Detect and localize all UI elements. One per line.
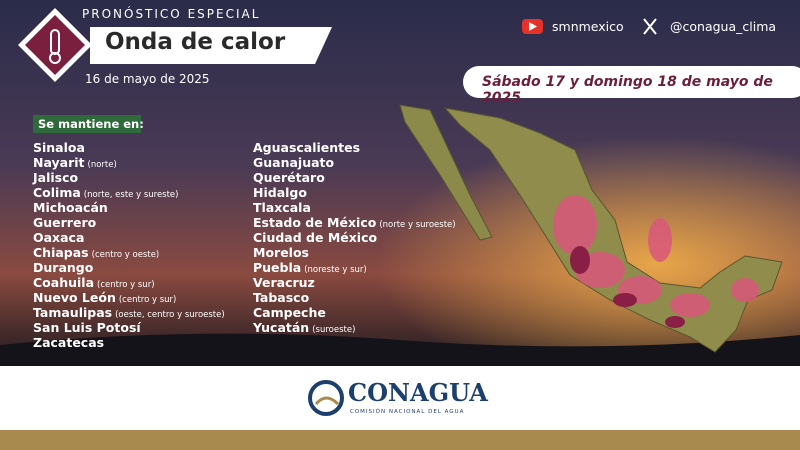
state-name: Tabasco bbox=[253, 290, 310, 305]
state-name: Jalisco bbox=[33, 170, 79, 185]
state-item: Durango bbox=[33, 260, 93, 275]
state-item: Chiapas (centro y oeste) bbox=[33, 245, 159, 260]
header-subtitle: PRONÓSTICO ESPECIAL bbox=[82, 7, 261, 21]
state-name: San Luis Potosí bbox=[33, 320, 141, 335]
state-item: Tamaulipas (oeste, centro y suroeste) bbox=[33, 305, 225, 320]
state-name: Veracruz bbox=[253, 275, 315, 290]
state-name: Yucatán bbox=[253, 320, 310, 335]
date-range: Sábado 17 y domingo 18 de mayo de 2025 bbox=[482, 74, 773, 106]
header-date: 16 de mayo de 2025 bbox=[85, 72, 210, 86]
state-item: Zacatecas bbox=[33, 335, 104, 350]
state-item: Puebla (noreste y sur) bbox=[253, 260, 367, 275]
state-note: (centro y sur) bbox=[97, 280, 155, 290]
state-name: Tlaxcala bbox=[253, 200, 311, 215]
state-name: Michoacán bbox=[33, 200, 108, 215]
social-x: @conagua_clima bbox=[670, 19, 777, 34]
state-item: Morelos bbox=[253, 245, 309, 260]
state-name: Sinaloa bbox=[33, 140, 85, 155]
state-item: Colima (norte, este y sureste) bbox=[33, 185, 178, 200]
state-note: (centro y sur) bbox=[118, 295, 177, 305]
state-name: Hidalgo bbox=[253, 185, 307, 200]
state-item: Campeche bbox=[253, 305, 326, 320]
state-item: Jalisco bbox=[33, 170, 78, 185]
state-item: Yucatán (suroeste) bbox=[253, 320, 355, 335]
state-item: Guerrero bbox=[33, 215, 96, 230]
state-name: Campeche bbox=[253, 305, 326, 320]
state-name: Chiapas bbox=[33, 245, 89, 260]
state-name: Nayarit bbox=[33, 155, 85, 170]
state-item: Sinaloa bbox=[33, 140, 85, 155]
state-item: Ciudad de México bbox=[253, 230, 377, 245]
state-item: San Luis Potosí bbox=[33, 320, 141, 335]
state-item: Aguascalientes bbox=[253, 140, 360, 155]
state-item: Nuevo León (centro y sur) bbox=[33, 290, 176, 305]
state-name: Puebla bbox=[253, 260, 302, 275]
state-item: Coahuila (centro y sur) bbox=[33, 275, 155, 290]
list-heading: Se mantiene en: bbox=[38, 117, 144, 131]
state-note: (norte y suroeste) bbox=[379, 220, 456, 230]
state-name: Guerrero bbox=[33, 215, 97, 230]
state-item: Guanajuato bbox=[253, 155, 334, 170]
state-item: Tabasco bbox=[253, 290, 309, 305]
state-name: Ciudad de México bbox=[253, 230, 378, 245]
state-note: (noreste y sur) bbox=[304, 265, 367, 275]
state-item: Nayarit (norte) bbox=[33, 155, 117, 170]
header-title: Onda de calor bbox=[105, 29, 286, 55]
state-item: Estado de México (norte y suroeste) bbox=[253, 215, 456, 230]
state-item: Querétaro bbox=[253, 170, 325, 185]
state-name: Zacatecas bbox=[33, 335, 105, 350]
state-note: (oeste, centro y suroeste) bbox=[115, 310, 225, 320]
state-item: Michoacán bbox=[33, 200, 108, 215]
state-item: Hidalgo bbox=[253, 185, 307, 200]
state-note: (suroeste) bbox=[312, 325, 356, 335]
state-name: Estado de México bbox=[253, 215, 377, 230]
state-name: Querétaro bbox=[253, 170, 325, 185]
state-name: Oaxaca bbox=[33, 230, 85, 245]
state-name: Coahuila bbox=[33, 275, 94, 290]
state-name: Colima bbox=[33, 185, 81, 200]
state-name: Morelos bbox=[253, 245, 309, 260]
state-note: (centro y oeste) bbox=[91, 250, 160, 260]
footer-logo-sub: COMISIÓN NACIONAL DEL AGUA bbox=[350, 409, 465, 415]
state-item: Veracruz bbox=[253, 275, 315, 290]
state-note: (norte, este y sureste) bbox=[83, 190, 179, 200]
state-name: Tamaulipas bbox=[33, 305, 113, 320]
footer-logo: CONAGUA bbox=[348, 378, 488, 407]
state-name: Durango bbox=[33, 260, 94, 275]
state-name: Nuevo León bbox=[33, 290, 116, 305]
social-youtube: smnmexico bbox=[552, 19, 624, 34]
state-note: (norte) bbox=[87, 160, 117, 170]
state-item: Oaxaca bbox=[33, 230, 84, 245]
state-item: Tlaxcala bbox=[253, 200, 311, 215]
state-name: Guanajuato bbox=[253, 155, 335, 170]
state-name: Aguascalientes bbox=[253, 140, 361, 155]
